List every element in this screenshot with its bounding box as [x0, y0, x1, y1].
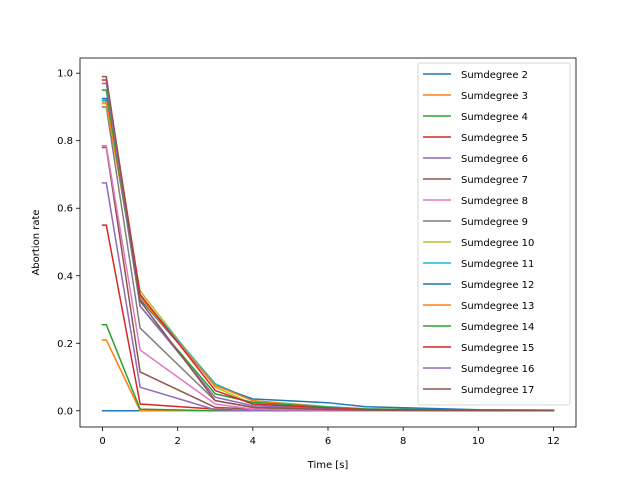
- y-tick-label: 1.0: [57, 69, 73, 80]
- x-tick-label: 12: [547, 436, 560, 447]
- legend-box: [417, 62, 571, 406]
- legend-label-12: Sumdegree 13: [461, 301, 534, 312]
- legend-label-3: Sumdegree 4: [461, 112, 528, 123]
- y-axis-label: Abortion rate: [31, 209, 42, 275]
- x-tick-label: 4: [250, 436, 256, 447]
- x-axis-label: Time [s]: [307, 460, 349, 471]
- legend-label-4: Sumdegree 5: [461, 133, 528, 144]
- x-tick-label: 8: [400, 436, 406, 447]
- legend-label-5: Sumdegree 6: [461, 154, 528, 165]
- legend-label-13: Sumdegree 14: [461, 322, 534, 333]
- legend-label-1: Sumdegree 2: [461, 70, 528, 81]
- y-tick-label: 0.2: [57, 339, 73, 350]
- x-tick-label: 6: [325, 436, 331, 447]
- legend: Sumdegree 2 Sumdegree 3 Sumdegree 4 Sumdegr…: [417, 62, 571, 406]
- legend-label-15: Sumdegree 16: [461, 364, 534, 375]
- x-tick-label: 10: [472, 436, 485, 447]
- legend-label-16: Sumdegree 17: [461, 385, 534, 396]
- x-tick-label: 0: [99, 436, 105, 447]
- series-line-16: [101, 75, 555, 412]
- legend-label-6: Sumdegree 7: [461, 175, 528, 186]
- legend-label-10: Sumdegree 11: [461, 259, 534, 270]
- y-tick-label: 0.4: [57, 271, 73, 282]
- y-tick-label: 0.8: [57, 136, 73, 147]
- x-axis: 0 2 4 6 8 10 12: [99, 427, 560, 447]
- y-tick-label: 0.6: [57, 204, 73, 215]
- x-tick-label: 2: [175, 436, 181, 447]
- legend-label-7: Sumdegree 8: [461, 196, 528, 207]
- legend-label-11: Sumdegree 12: [461, 280, 534, 291]
- series-layer: [101, 75, 555, 412]
- legend-label-9: Sumdegree 10: [461, 238, 534, 249]
- legend-label-14: Sumdegree 15: [461, 343, 534, 354]
- legend-label-8: Sumdegree 9: [461, 217, 528, 228]
- legend-label-2: Sumdegree 3: [461, 91, 528, 102]
- y-axis: 0.0 0.2 0.4 0.6 0.8 1.0: [57, 69, 80, 417]
- y-tick-label: 0.0: [57, 406, 73, 417]
